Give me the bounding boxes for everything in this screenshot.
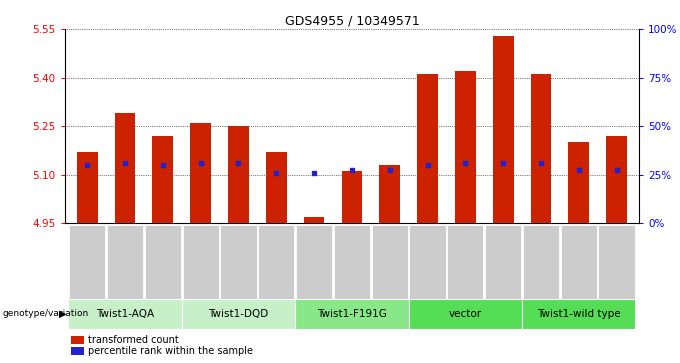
Bar <box>190 123 211 223</box>
Text: transformed count: transformed count <box>88 335 178 345</box>
Bar <box>69 299 182 329</box>
Bar <box>485 225 522 299</box>
Bar <box>409 299 522 329</box>
Title: GDS4955 / 10349571: GDS4955 / 10349571 <box>284 15 420 28</box>
Bar <box>493 36 513 223</box>
Text: percentile rank within the sample: percentile rank within the sample <box>88 346 253 356</box>
Bar <box>341 171 362 223</box>
Text: Twist1-wild type: Twist1-wild type <box>537 309 621 319</box>
Bar <box>220 225 256 299</box>
Bar <box>115 113 135 223</box>
Text: Twist1-DQD: Twist1-DQD <box>208 309 269 319</box>
Bar <box>182 225 219 299</box>
Bar <box>523 225 559 299</box>
Text: vector: vector <box>449 309 482 319</box>
Bar <box>296 225 333 299</box>
Text: Twist1-AQA: Twist1-AQA <box>96 309 154 319</box>
Bar <box>522 299 635 329</box>
Bar <box>266 152 287 223</box>
Bar <box>228 126 249 223</box>
Bar <box>69 225 105 299</box>
Text: ▶: ▶ <box>59 309 67 319</box>
Bar <box>152 136 173 223</box>
Bar <box>417 74 438 223</box>
Bar <box>77 152 98 223</box>
Bar <box>258 225 294 299</box>
Bar <box>334 225 370 299</box>
Bar <box>530 74 551 223</box>
Bar <box>295 299 409 329</box>
Bar <box>568 142 589 223</box>
Bar <box>606 136 627 223</box>
Text: Twist1-F191G: Twist1-F191G <box>317 309 387 319</box>
Bar <box>447 225 483 299</box>
Bar <box>560 225 597 299</box>
Bar <box>409 225 445 299</box>
Bar <box>304 217 324 223</box>
Text: genotype/variation: genotype/variation <box>2 310 88 318</box>
Bar <box>107 225 143 299</box>
Bar <box>379 165 400 223</box>
Bar <box>455 71 476 223</box>
Bar <box>371 225 408 299</box>
Bar <box>598 225 634 299</box>
Bar <box>182 299 295 329</box>
Bar <box>145 225 181 299</box>
